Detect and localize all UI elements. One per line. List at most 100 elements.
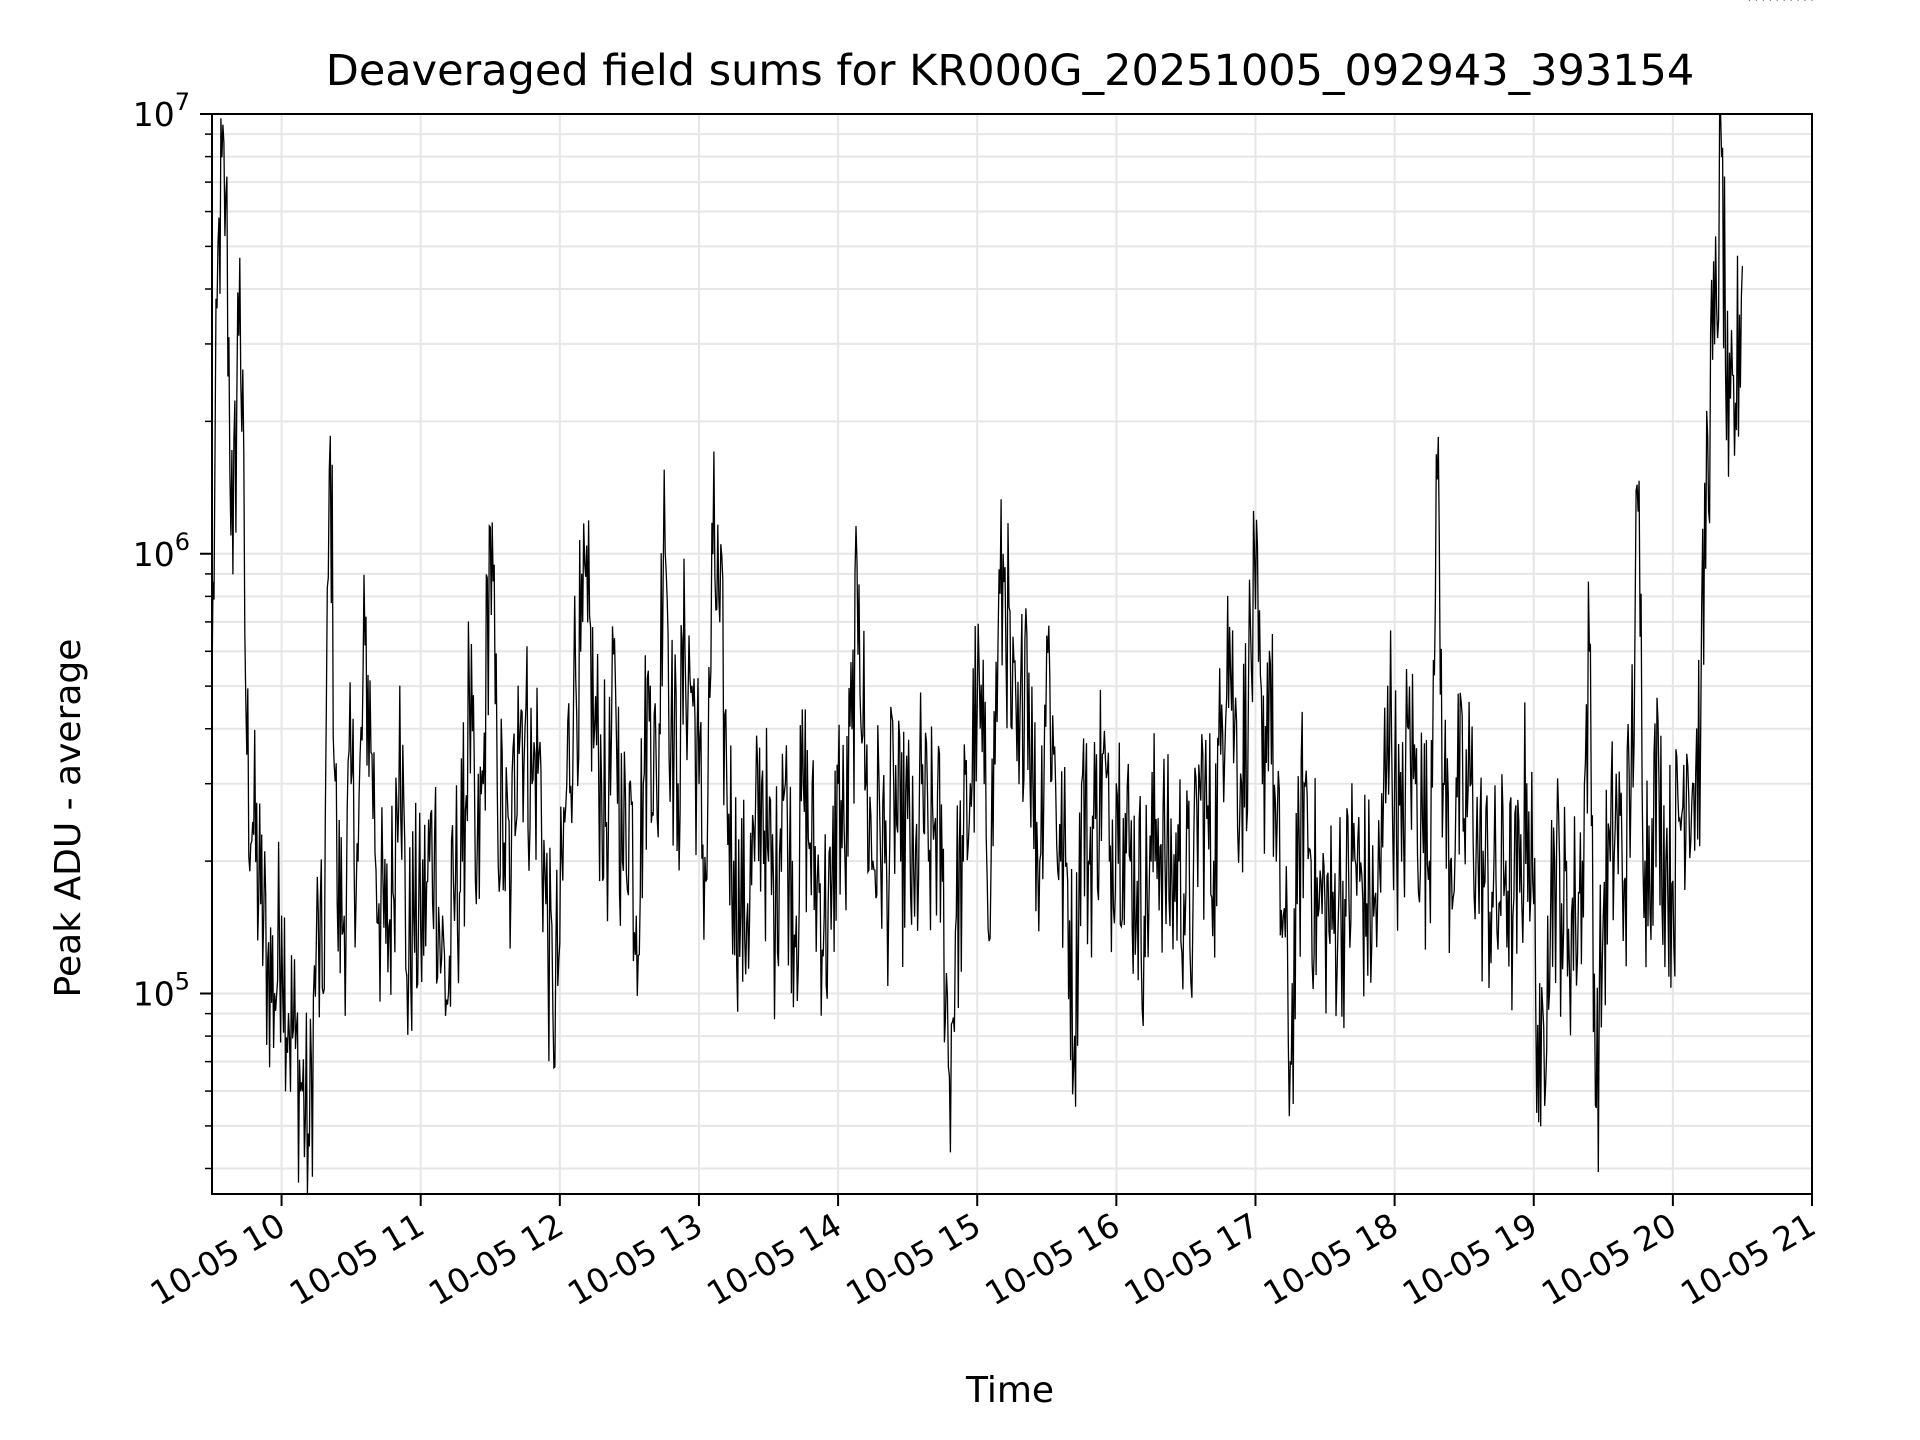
data-point xyxy=(594,728,596,730)
data-point xyxy=(1136,880,1138,882)
data-point xyxy=(649,685,651,687)
data-point xyxy=(322,992,324,995)
data-point xyxy=(378,903,380,905)
data-point xyxy=(1345,915,1347,917)
data-point xyxy=(1714,343,1716,345)
chart-title: Deaveraged field sums for KR000G_2025100… xyxy=(326,46,1695,96)
data-point xyxy=(684,650,686,652)
data-point xyxy=(934,817,937,820)
data-point xyxy=(816,880,818,882)
data-series xyxy=(211,0,1813,1195)
data-point xyxy=(607,817,610,820)
data-point xyxy=(280,915,283,917)
data-point xyxy=(1651,817,1653,820)
data-point xyxy=(712,553,714,555)
data-point xyxy=(920,783,923,785)
data-point xyxy=(1602,915,1604,917)
data-point xyxy=(1261,783,1264,785)
data-point xyxy=(1053,753,1055,755)
data-point xyxy=(781,753,784,755)
data-point xyxy=(962,860,964,862)
data-point xyxy=(329,435,331,437)
data-point xyxy=(1421,817,1424,820)
data-point xyxy=(336,903,338,905)
data-point xyxy=(1289,1061,1291,1063)
data-point xyxy=(1560,903,1563,905)
data-point xyxy=(399,685,401,687)
data-point xyxy=(1477,860,1479,862)
data-point xyxy=(1087,860,1090,862)
data-point xyxy=(1414,783,1417,785)
data-point xyxy=(719,621,721,623)
y-tick-label: 107 xyxy=(133,88,190,134)
data-point xyxy=(1366,903,1368,905)
data-point xyxy=(225,192,227,194)
data-point xyxy=(1171,880,1173,882)
data-point xyxy=(350,783,352,785)
data-point xyxy=(740,915,742,917)
data-point xyxy=(1693,783,1695,785)
data-point xyxy=(287,1013,290,1015)
data-point xyxy=(614,685,617,687)
data-point xyxy=(1303,783,1305,785)
data-point xyxy=(1150,860,1152,862)
data-point xyxy=(1310,860,1312,862)
data-point xyxy=(364,644,366,646)
data-point xyxy=(1240,783,1243,785)
data-point xyxy=(1623,880,1625,882)
data-point xyxy=(879,817,881,820)
data-point xyxy=(969,783,971,785)
data-point xyxy=(1227,595,1229,597)
data-point xyxy=(774,915,777,917)
data-point xyxy=(886,880,888,882)
data-point xyxy=(1435,454,1437,456)
data-point xyxy=(1018,783,1020,785)
data-point xyxy=(538,753,540,755)
data-point xyxy=(600,783,603,785)
data-point xyxy=(1567,928,1570,930)
data-point xyxy=(489,526,491,528)
data-point xyxy=(1338,891,1340,893)
data-point xyxy=(830,928,832,930)
data-point xyxy=(1588,650,1590,652)
data-point xyxy=(983,783,985,785)
data-point xyxy=(427,880,429,882)
y-tick-label: 106 xyxy=(133,528,190,574)
data-point xyxy=(1811,0,1813,1)
data-point xyxy=(1734,402,1737,404)
data-point xyxy=(1115,783,1117,785)
data-point xyxy=(1442,783,1444,785)
data-point xyxy=(851,728,853,730)
data-point xyxy=(371,753,373,755)
data-point xyxy=(1449,860,1451,862)
data-point xyxy=(1797,0,1799,1)
data-point xyxy=(559,942,561,944)
data-point xyxy=(1595,1107,1597,1109)
data-point xyxy=(1296,903,1298,905)
data-point xyxy=(510,880,512,882)
data-point xyxy=(1060,860,1062,862)
data-point xyxy=(1762,0,1764,1)
data-point xyxy=(552,1013,554,1015)
data-point xyxy=(1547,915,1549,917)
data-point xyxy=(1101,753,1104,755)
data-point xyxy=(1199,783,1201,785)
data-point xyxy=(1380,891,1382,893)
data-point xyxy=(823,915,825,917)
data-point xyxy=(754,860,756,862)
data-point xyxy=(1220,753,1222,755)
data-point xyxy=(392,891,394,893)
data-point xyxy=(900,860,902,862)
data-point xyxy=(1080,783,1083,785)
data-point xyxy=(1254,608,1257,610)
data-point xyxy=(239,257,241,259)
data-point xyxy=(990,860,992,862)
data-point xyxy=(1484,880,1486,882)
y-tick-base: 10 xyxy=(133,535,175,574)
data-point xyxy=(496,783,498,785)
data-point xyxy=(1672,880,1674,882)
data-point xyxy=(691,685,693,687)
